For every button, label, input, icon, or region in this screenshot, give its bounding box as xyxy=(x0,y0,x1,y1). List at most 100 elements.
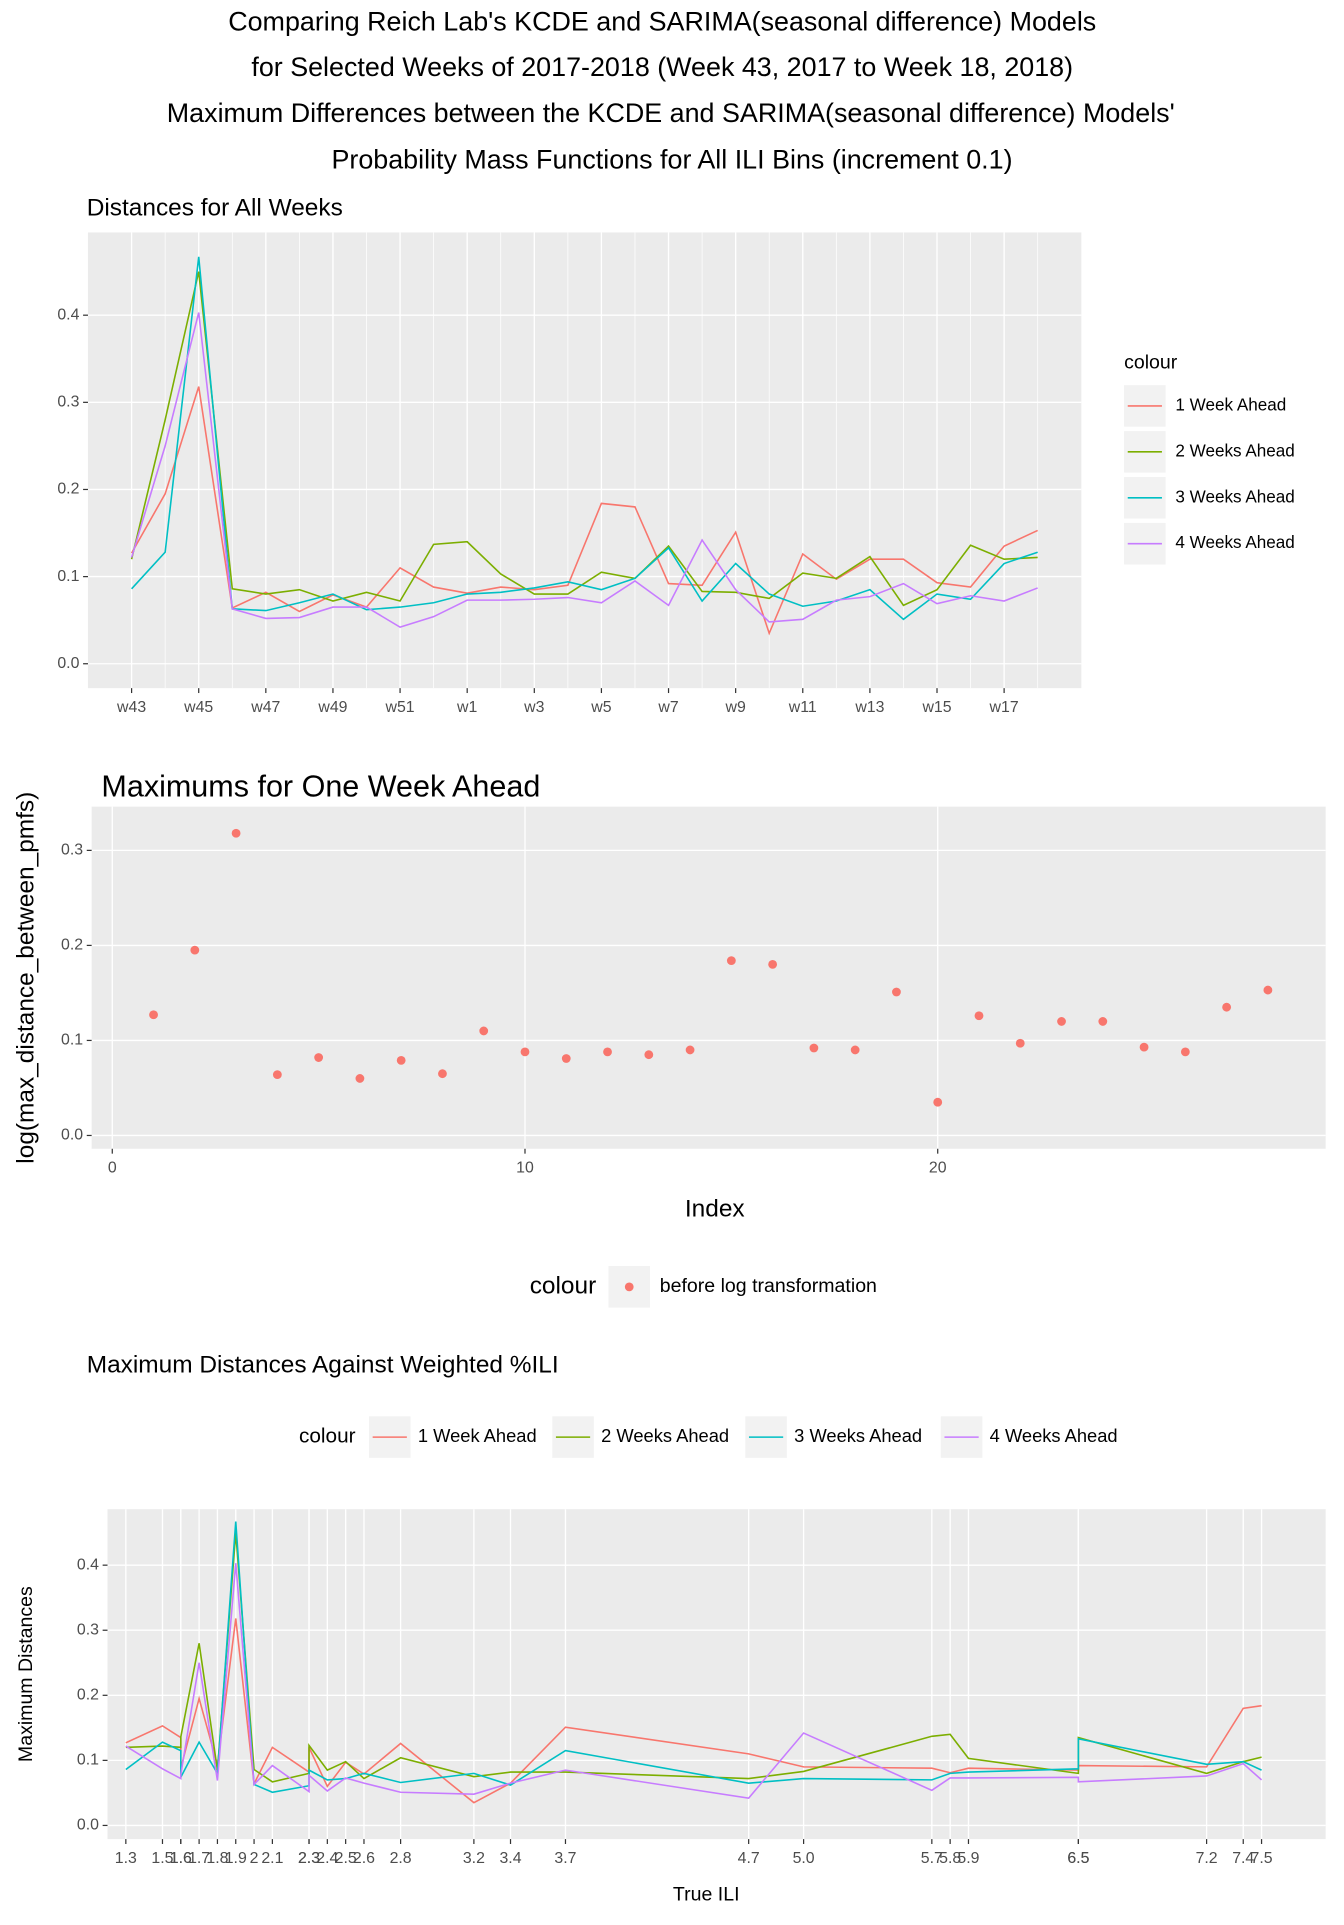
y-axis-label: log(max_distance_between_pmfs) xyxy=(12,792,39,1164)
point xyxy=(1222,1002,1232,1012)
series-line xyxy=(131,256,1038,621)
legend-label: 4 Weeks Ahead xyxy=(990,1425,1118,1446)
x-tick-label: w11 xyxy=(788,699,817,716)
x-tick-label: 5.7 xyxy=(921,1850,943,1867)
x-tick-label: w13 xyxy=(854,699,884,716)
point xyxy=(768,960,778,969)
main-title: for Selected Weeks of 2017-2018 (Week 43… xyxy=(251,52,1073,82)
legend-label: 3 Weeks Ahead xyxy=(794,1425,922,1446)
legend-label: 1 Week Ahead xyxy=(418,1425,537,1446)
point xyxy=(272,1070,282,1080)
x-tick-label: 2.5 xyxy=(335,1850,357,1867)
y-tick-label: 0.0 xyxy=(61,1127,83,1144)
x-tick-label: 2.3 xyxy=(298,1850,320,1867)
point xyxy=(1263,985,1273,995)
point xyxy=(561,1054,571,1063)
x-tick-label: 3.7 xyxy=(554,1850,576,1867)
y-tick-label: 0.2 xyxy=(61,937,83,954)
y-tick-label: 0.4 xyxy=(77,1556,99,1573)
x-tick-label: 10 xyxy=(516,1160,534,1177)
series-line xyxy=(125,1532,1262,1783)
legend-label: 2 Weeks Ahead xyxy=(1175,441,1294,460)
x-tick-label: 1.9 xyxy=(225,1850,247,1867)
x-tick-label: w43 xyxy=(116,699,146,716)
point xyxy=(809,1043,819,1053)
x-tick-label: 1.3 xyxy=(115,1850,137,1867)
point xyxy=(396,1055,406,1065)
x-tick-label: 1.5 xyxy=(151,1850,173,1867)
point xyxy=(231,828,241,838)
legend-label: 2 Weeks Ahead xyxy=(601,1425,729,1446)
x-tick-label: 3.2 xyxy=(463,1850,485,1867)
x-tick-label: 2.6 xyxy=(353,1850,375,1867)
y-tick-label: 0.3 xyxy=(77,1621,99,1638)
x-tick-label: 7.5 xyxy=(1251,1850,1273,1867)
point xyxy=(974,1011,984,1021)
main-title: Maximum Differences between the KCDE and… xyxy=(167,98,1175,128)
series-line xyxy=(125,1618,1262,1804)
legend-label: before log transformation xyxy=(660,1275,877,1297)
y-tick-label: 0.4 xyxy=(57,306,79,323)
series-line xyxy=(125,1521,1262,1794)
point xyxy=(314,1053,324,1062)
panel xyxy=(91,806,1326,1149)
point xyxy=(933,1097,943,1107)
point xyxy=(850,1045,860,1055)
legend-label: 3 Weeks Ahead xyxy=(1175,487,1294,506)
x-tick-label: 1.8 xyxy=(206,1850,228,1867)
x-tick-label: 2.1 xyxy=(261,1850,283,1867)
point xyxy=(603,1047,612,1057)
point xyxy=(149,1010,158,1020)
point xyxy=(520,1047,530,1057)
y-tick-label: 0.1 xyxy=(57,568,79,585)
chart-title: Maximums for One Week Ahead xyxy=(101,769,540,803)
x-tick-label: 5.8 xyxy=(939,1850,961,1867)
x-tick-label: 5.0 xyxy=(793,1850,815,1867)
legend-label: 4 Weeks Ahead xyxy=(1175,533,1294,552)
x-tick-label: 6.5 xyxy=(1067,1850,1089,1867)
x-tick-label: 2.8 xyxy=(390,1850,412,1867)
y-tick-label: 0.2 xyxy=(57,481,79,498)
panel xyxy=(87,232,1082,689)
point xyxy=(190,945,200,955)
y-tick-label: 0.3 xyxy=(61,842,83,859)
x-tick-label: w45 xyxy=(183,699,213,716)
y-tick-label: 0.2 xyxy=(77,1686,99,1703)
x-tick-label: w9 xyxy=(725,699,746,716)
legend-label: 1 Week Ahead xyxy=(1175,395,1286,414)
x-tick-label: 7.4 xyxy=(1232,1850,1254,1867)
point xyxy=(726,956,736,966)
x-tick-label: 5.9 xyxy=(957,1850,979,1867)
x-tick-label: 1.6 xyxy=(170,1850,192,1867)
chart-title: Maximum Distances Against Weighted %ILI xyxy=(87,1352,559,1379)
series-line xyxy=(130,271,1038,607)
x-tick-label: 4.7 xyxy=(738,1850,760,1867)
point xyxy=(1098,1017,1108,1026)
point xyxy=(892,987,901,997)
point xyxy=(355,1074,365,1083)
x-axis-label: True ILI xyxy=(673,1883,740,1905)
x-tick-label: 2.3 xyxy=(298,1850,320,1867)
main-title: Comparing Reich Lab's KCDE and SARIMA(se… xyxy=(228,7,1096,37)
x-axis-label: Index xyxy=(685,1195,745,1222)
y-axis-label: Maximum Distances xyxy=(15,1586,37,1762)
point xyxy=(479,1026,489,1036)
point xyxy=(1139,1042,1149,1052)
point xyxy=(685,1045,695,1055)
point xyxy=(644,1050,654,1060)
point xyxy=(1057,1017,1066,1026)
point xyxy=(1015,1038,1025,1048)
x-tick-label: w17 xyxy=(989,699,1019,716)
x-tick-label: 20 xyxy=(929,1160,947,1177)
legend-title: colour xyxy=(530,1272,597,1299)
x-tick-label: 3.4 xyxy=(499,1850,521,1867)
x-tick-label: 2.4 xyxy=(316,1850,338,1867)
y-tick-label: 0.3 xyxy=(57,394,79,411)
x-tick-label: w7 xyxy=(657,699,678,716)
x-tick-label: 1.6 xyxy=(170,1850,192,1867)
series-line xyxy=(130,386,1039,636)
legend-title: colour xyxy=(299,1425,356,1448)
x-tick-label: 2 xyxy=(250,1850,259,1867)
y-tick-label: 0.0 xyxy=(77,1817,99,1834)
